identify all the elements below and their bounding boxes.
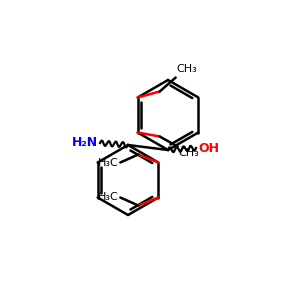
Text: H₃C: H₃C bbox=[98, 193, 118, 202]
Text: CH₃: CH₃ bbox=[177, 64, 197, 74]
Text: H₃C: H₃C bbox=[98, 158, 118, 167]
Text: OH: OH bbox=[198, 142, 219, 154]
Text: H₂N: H₂N bbox=[72, 136, 98, 149]
Text: CH₃: CH₃ bbox=[179, 148, 200, 158]
